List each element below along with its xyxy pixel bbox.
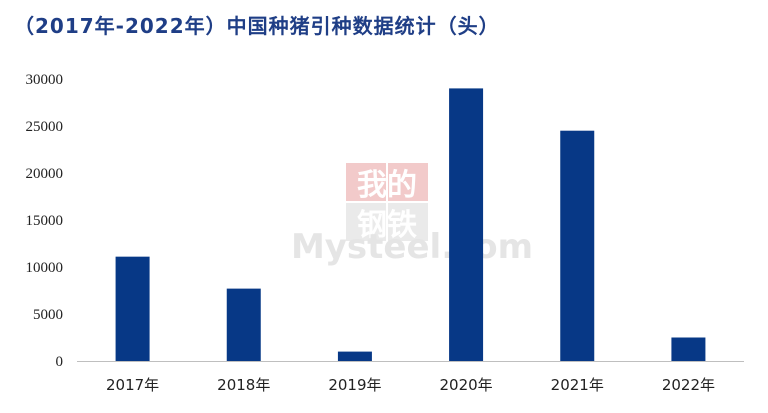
bar: [115, 256, 150, 361]
bar: [671, 337, 706, 361]
watermark-brand: Mysteel.com: [291, 227, 533, 267]
bars: [115, 88, 706, 362]
watermark-box-3: [346, 203, 386, 241]
bar: [337, 351, 372, 361]
y-tick-label: 20000: [26, 166, 64, 182]
watermark-box-4: [388, 203, 428, 241]
x-tick-label: 2021年: [551, 376, 604, 394]
y-tick-label: 15000: [26, 213, 64, 229]
x-tick-label: 2020年: [439, 376, 492, 394]
y-tick-label: 25000: [26, 119, 64, 135]
y-tick-label: 0: [56, 354, 64, 370]
watermark-box-2: [388, 163, 428, 201]
x-tick-label: 2017年: [106, 376, 159, 394]
watermark-box-1: [346, 163, 386, 201]
bar: [449, 88, 484, 362]
bar: [560, 130, 595, 361]
watermark-line-1: 我的: [357, 168, 417, 203]
y-axis: 0 5000 10000 15000 20000 25000 30000: [26, 72, 64, 370]
y-tick-label: 30000: [26, 72, 64, 88]
x-axis: 2017年 2018年 2019年 2020年 2021年 2022年: [106, 376, 715, 394]
y-tick-label: 10000: [26, 260, 64, 276]
y-tick-label: 5000: [33, 307, 63, 323]
bar: [226, 288, 261, 361]
x-tick-label: 2018年: [217, 376, 270, 394]
x-tick-label: 2019年: [328, 376, 381, 394]
watermark-line-2: 钢铁: [357, 208, 417, 243]
watermark: 我的 钢铁 Mysteel.com: [291, 163, 533, 267]
chart-title: （2017年-2022年）中国种猪引种数据统计（头）: [14, 14, 500, 38]
x-tick-label: 2022年: [662, 376, 715, 394]
